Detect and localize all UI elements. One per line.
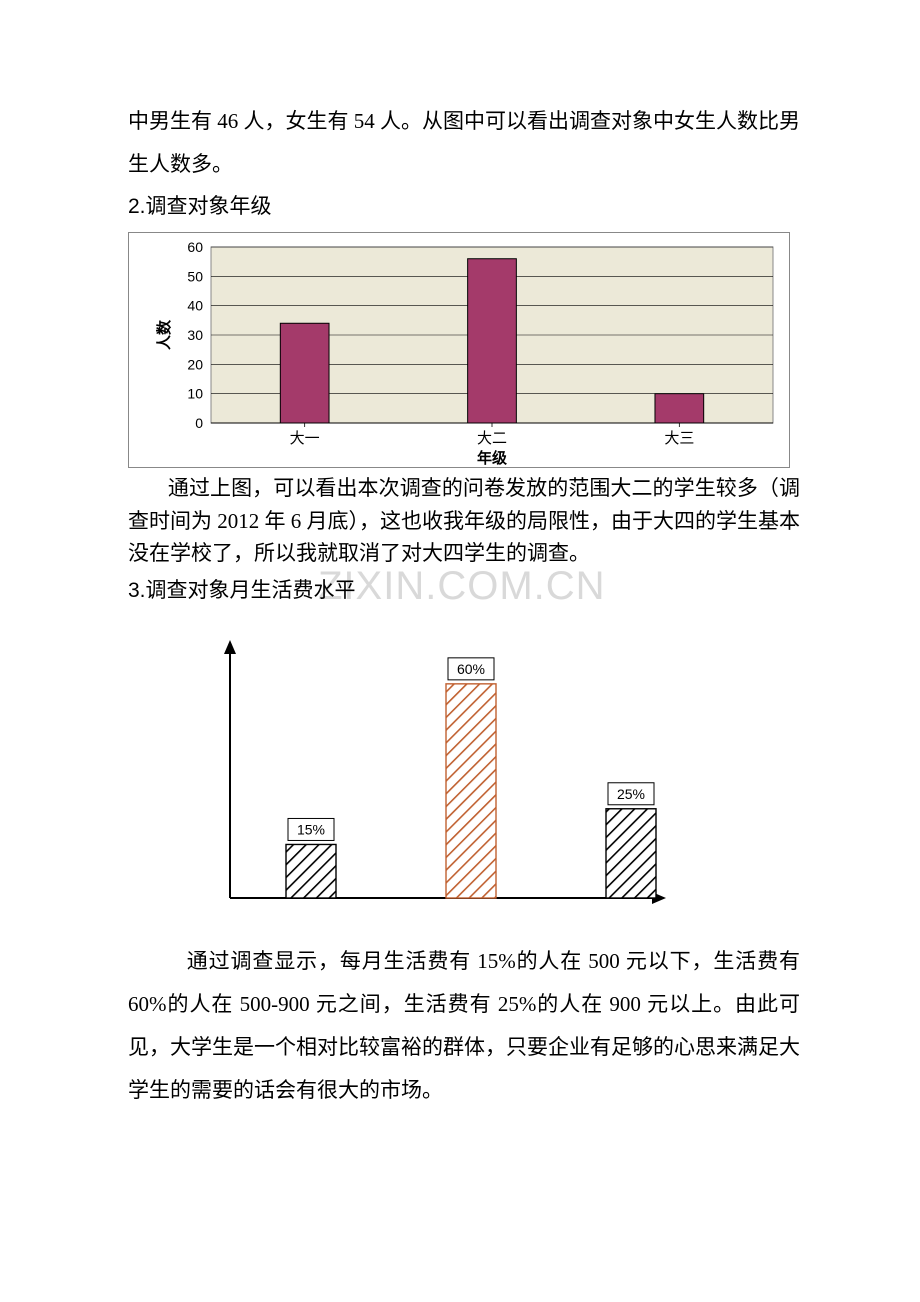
- svg-text:0: 0: [195, 415, 203, 431]
- svg-text:20: 20: [187, 356, 203, 372]
- grade-bar-chart: 0 10 20 30 40 50 60 大一 大二 大三 人数年级: [128, 232, 790, 468]
- svg-text:年级: 年级: [477, 449, 508, 467]
- svg-text:30: 30: [187, 327, 203, 343]
- svg-text:10: 10: [187, 386, 203, 402]
- svg-text:50: 50: [187, 268, 203, 284]
- heading-grade: 2.调查对象年级: [128, 186, 800, 228]
- svg-text:40: 40: [187, 298, 203, 314]
- paragraph-2: 通过上图，可以看出本次调查的问卷发放的范围大二的学生较多（调查时间为 2012 …: [128, 472, 800, 570]
- svg-text:大一: 大一: [290, 430, 320, 447]
- svg-text:60: 60: [187, 239, 203, 255]
- svg-text:15%: 15%: [297, 821, 325, 837]
- paragraph-1: 中男生有 46 人，女生有 54 人。从图中可以看出调查对象中女生人数比男生人数…: [128, 100, 800, 186]
- svg-text:25%: 25%: [617, 786, 645, 802]
- svg-text:大三: 大三: [664, 430, 694, 447]
- svg-text:大二: 大二: [477, 430, 507, 447]
- svg-text:人数: 人数: [155, 319, 173, 350]
- svg-text:60%: 60%: [457, 661, 485, 677]
- paragraph-3: 通过调查显示，每月生活费有 15%的人在 500 元以下，生活费有60%的人在 …: [128, 940, 800, 1112]
- heading-expense: 3.调查对象月生活费水平: [128, 570, 800, 612]
- expense-bar-chart: 15% 60% 25%: [176, 630, 696, 930]
